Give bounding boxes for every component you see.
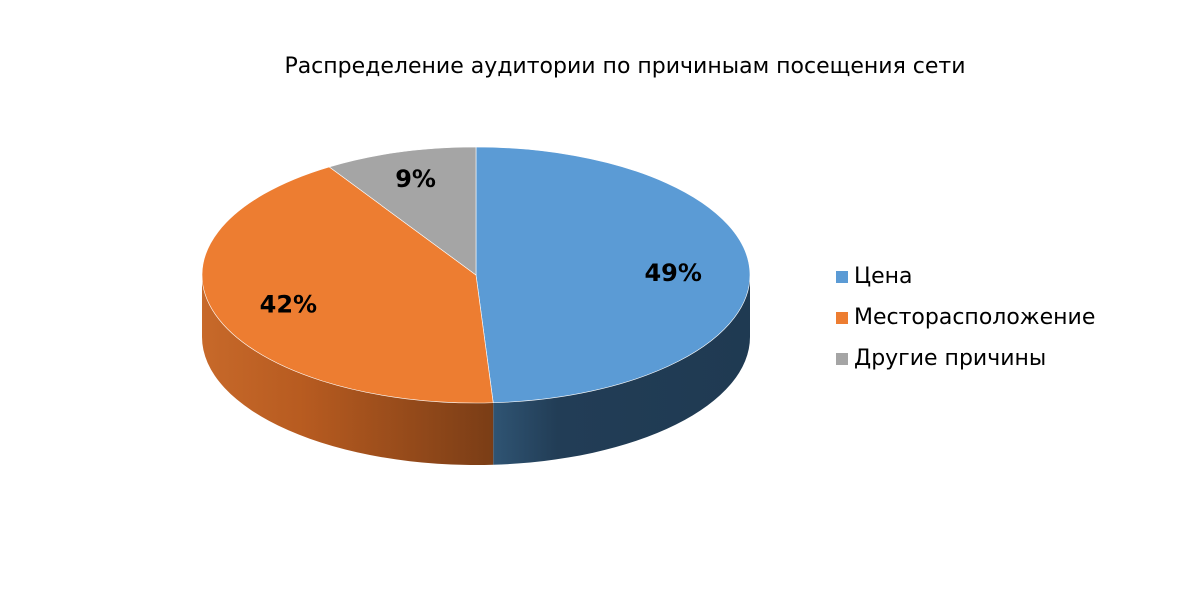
legend-swatch-location <box>836 311 848 324</box>
legend: Цена Месторасположение Другие причины <box>836 256 1095 379</box>
legend-item-price: Цена <box>836 256 1095 297</box>
legend-label-other: Другие причины <box>854 346 1047 371</box>
legend-item-location: Месторасположение <box>836 297 1095 338</box>
slice-price-data-label: 49% <box>644 259 701 287</box>
legend-item-other: Другие причины <box>836 338 1095 379</box>
legend-swatch-price <box>836 270 848 283</box>
slice-location-data-label: 42% <box>260 290 317 318</box>
legend-label-price: Цена <box>854 264 913 289</box>
slice-price <box>475 146 751 404</box>
legend-swatch-other <box>836 352 848 365</box>
slice-location <box>201 166 494 404</box>
slice-other <box>328 146 477 276</box>
slice-price-side <box>493 275 750 465</box>
slice-location-side <box>202 275 494 465</box>
legend-label-location: Месторасположение <box>854 305 1096 330</box>
chart-title: Распределение аудитории по причиныам пос… <box>284 54 966 79</box>
slice-other-data-label: 9% <box>395 165 436 193</box>
